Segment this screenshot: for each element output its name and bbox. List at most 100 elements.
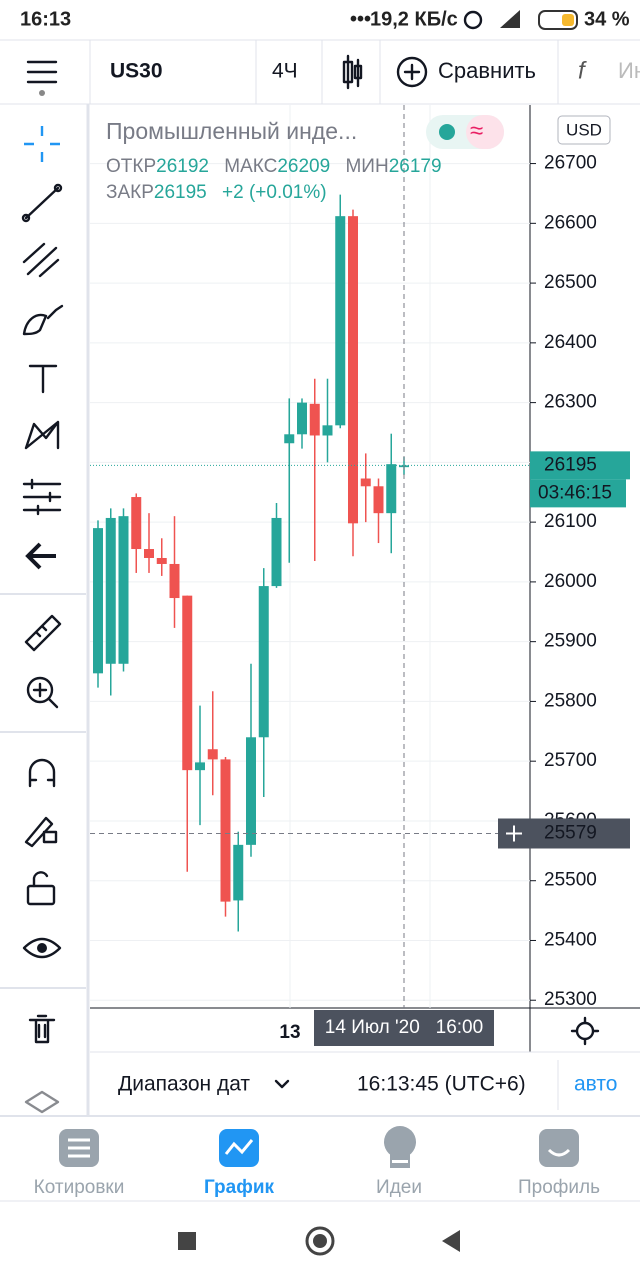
tab-label[interactable]: График — [204, 1177, 275, 1198]
candle-body — [131, 497, 142, 550]
home[interactable] — [305, 1226, 335, 1256]
icon-shape — [224, 1139, 254, 1155]
crosshair-price-label: 25579 — [544, 823, 597, 844]
icon-shape — [396, 56, 428, 88]
icon-shape — [21, 213, 31, 223]
icon-shape: Котировки График Идеи Профиль — [34, 1177, 600, 1198]
status-bar: 16:13 19,2 КБ/с ••• 34 % — [20, 8, 630, 30]
candle-body — [207, 749, 218, 760]
candle-body — [169, 563, 180, 599]
icon-shape — [22, 242, 60, 278]
crosshair-time-label: 14 Июл '20 16:00 — [325, 1017, 483, 1038]
text-part: МИН — [345, 156, 388, 177]
icon-shape — [547, 1148, 571, 1157]
tab-label[interactable]: Профиль — [518, 1177, 600, 1198]
candle-body — [271, 517, 282, 587]
candle-body — [93, 528, 103, 674]
bottom-bar: Диапазон дат 16:13:45 (UTC+6) авто — [0, 1060, 640, 1117]
candle-body — [233, 844, 244, 901]
y-tick-label: 25400 — [544, 929, 597, 950]
settings[interactable] — [575, 1021, 595, 1041]
icon-shape: ≈ — [470, 117, 483, 144]
tab-label[interactable]: Идеи — [376, 1177, 422, 1198]
text-part: 26179 — [389, 156, 442, 177]
chart: 2530025400255002560025700258002590026000… — [90, 105, 640, 1053]
crosshair-time-box — [314, 1010, 494, 1046]
tab-label[interactable]: Котировки — [34, 1177, 125, 1198]
icon-shape — [42, 830, 58, 844]
icon-shape — [28, 1014, 56, 1044]
icon-shape — [22, 937, 62, 959]
icon-shape — [26, 676, 54, 704]
auto[interactable]: авто — [574, 1073, 617, 1096]
system-nav — [178, 1226, 460, 1256]
text-part: 26192 — [156, 156, 209, 177]
icon-shape — [439, 124, 455, 140]
candle-body — [195, 762, 205, 771]
recents[interactable] — [178, 1232, 196, 1250]
icon-shape — [392, 1160, 408, 1163]
icon-shape — [0, 1117, 640, 1201]
icon-shape — [22, 304, 64, 336]
y-tick-label: 25500 — [544, 870, 597, 891]
text-part: 26195 — [154, 182, 207, 203]
candle-body — [322, 425, 333, 436]
interval[interactable]: 4Ч — [272, 60, 298, 83]
legend: Промышленный инде... ≈ ОТКР26192 МАКС262… — [106, 115, 611, 203]
y-tick-label: 26700 — [544, 153, 597, 174]
candle-body — [144, 549, 154, 558]
icon-shape — [39, 90, 45, 96]
indicators[interactable]: Ин — [618, 58, 640, 83]
ohlc-line: ОТКР26192 МАКС26209 МИН26179 — [106, 156, 442, 177]
icon-shape — [24, 420, 60, 450]
icon-shape — [22, 478, 62, 516]
icon-shape — [37, 943, 47, 953]
y-tick-label: 26100 — [544, 511, 597, 532]
candle-body — [182, 595, 193, 771]
countdown-box — [530, 479, 626, 508]
candle-body — [258, 586, 269, 738]
icon-shape — [28, 364, 58, 394]
candle-body — [360, 478, 371, 487]
icon-shape: USD — [566, 120, 602, 139]
icon-shape — [25, 542, 56, 570]
icon-shape — [24, 126, 60, 162]
date-range[interactable]: Диапазон дат — [118, 1073, 250, 1096]
icon-shape — [463, 10, 483, 30]
countdown-label: 03:46:15 — [538, 482, 612, 503]
crosshair-plus — [506, 825, 522, 842]
icon-shape — [557, 115, 611, 145]
text-part: ЗАКР — [106, 182, 154, 203]
icon-shape — [24, 1090, 60, 1114]
icon-shape — [53, 183, 63, 193]
icon-shape — [570, 1016, 600, 1046]
y-tick-label: 26300 — [544, 392, 597, 413]
icon-shape: ••• — [350, 8, 371, 30]
candle-body — [156, 557, 167, 564]
icon-shape — [24, 816, 54, 848]
y-tick-label: 26500 — [544, 272, 597, 293]
text-part: +2 (+0.01%) — [222, 182, 327, 203]
icon-shape — [500, 10, 520, 28]
last-price-box — [530, 451, 630, 480]
text-part: ОТКР — [106, 156, 156, 177]
chart-type[interactable] — [342, 54, 363, 90]
candle-body — [348, 216, 358, 524]
icon-shape — [274, 1079, 290, 1089]
icon-shape: f — [578, 57, 587, 84]
icon-shape — [562, 14, 574, 26]
compare[interactable]: Сравнить — [438, 58, 536, 83]
y-tick-label: 25700 — [544, 750, 597, 771]
tab-bar: Котировки График Идеи Профиль — [0, 1117, 640, 1202]
symbol[interactable]: US30 — [110, 60, 163, 83]
back[interactable] — [442, 1230, 460, 1252]
left-toolbar — [0, 104, 90, 1115]
icon-shape — [538, 10, 578, 30]
top-toolbar: US30 4Ч Сравнить f Ин — [0, 40, 640, 105]
menu[interactable] — [26, 60, 58, 84]
x-tick-label: 13 — [279, 1022, 300, 1043]
icon-shape — [24, 186, 60, 220]
